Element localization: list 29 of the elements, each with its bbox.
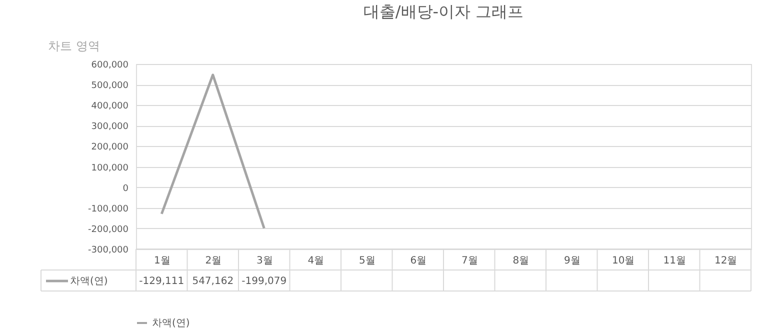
data-label: 547,162 [192, 276, 234, 287]
data-label: -129,111 [139, 276, 184, 287]
x-tick-label: 10월 [612, 256, 635, 266]
text: 차액(연) [152, 318, 190, 329]
legend-label: 차액(연) [70, 276, 108, 287]
x-tick-label: 5월 [358, 256, 376, 266]
x-tick-label: 9월 [564, 256, 580, 266]
data-label: -199,079 [242, 276, 287, 287]
x-tick-label: 7월 [461, 256, 478, 266]
y-tick-label: -200,000 [88, 224, 129, 235]
y-tick-label: 200,000 [91, 142, 129, 153]
x-tick-label: 6월 [410, 256, 427, 266]
y-tick-label: -100,000 [88, 204, 129, 214]
chart-title: 대출/배당-이자 그래프 [363, 2, 524, 21]
x-tick-label: 11월 [663, 256, 686, 266]
x-tick-label: 4월 [308, 256, 324, 266]
y-tick-label: -300,000 [88, 246, 129, 256]
y-tick-label: 100,000 [91, 163, 129, 174]
y-tick-label: 300,000 [91, 122, 129, 132]
y-tick-label: 500,000 [91, 81, 129, 92]
text: 차트 영역 [48, 39, 100, 53]
x-tick-label: 12월 [714, 256, 738, 266]
x-tick-label: 2월 [205, 256, 222, 266]
y-tick-label: 400,000 [91, 102, 129, 112]
y-tick-label: 0 [122, 184, 129, 194]
y-tick-label: 600,000 [91, 60, 129, 70]
x-tick-label: 3월 [256, 256, 273, 266]
x-tick-label: 8월 [512, 256, 530, 266]
x-tick-label: 1월 [154, 256, 170, 266]
